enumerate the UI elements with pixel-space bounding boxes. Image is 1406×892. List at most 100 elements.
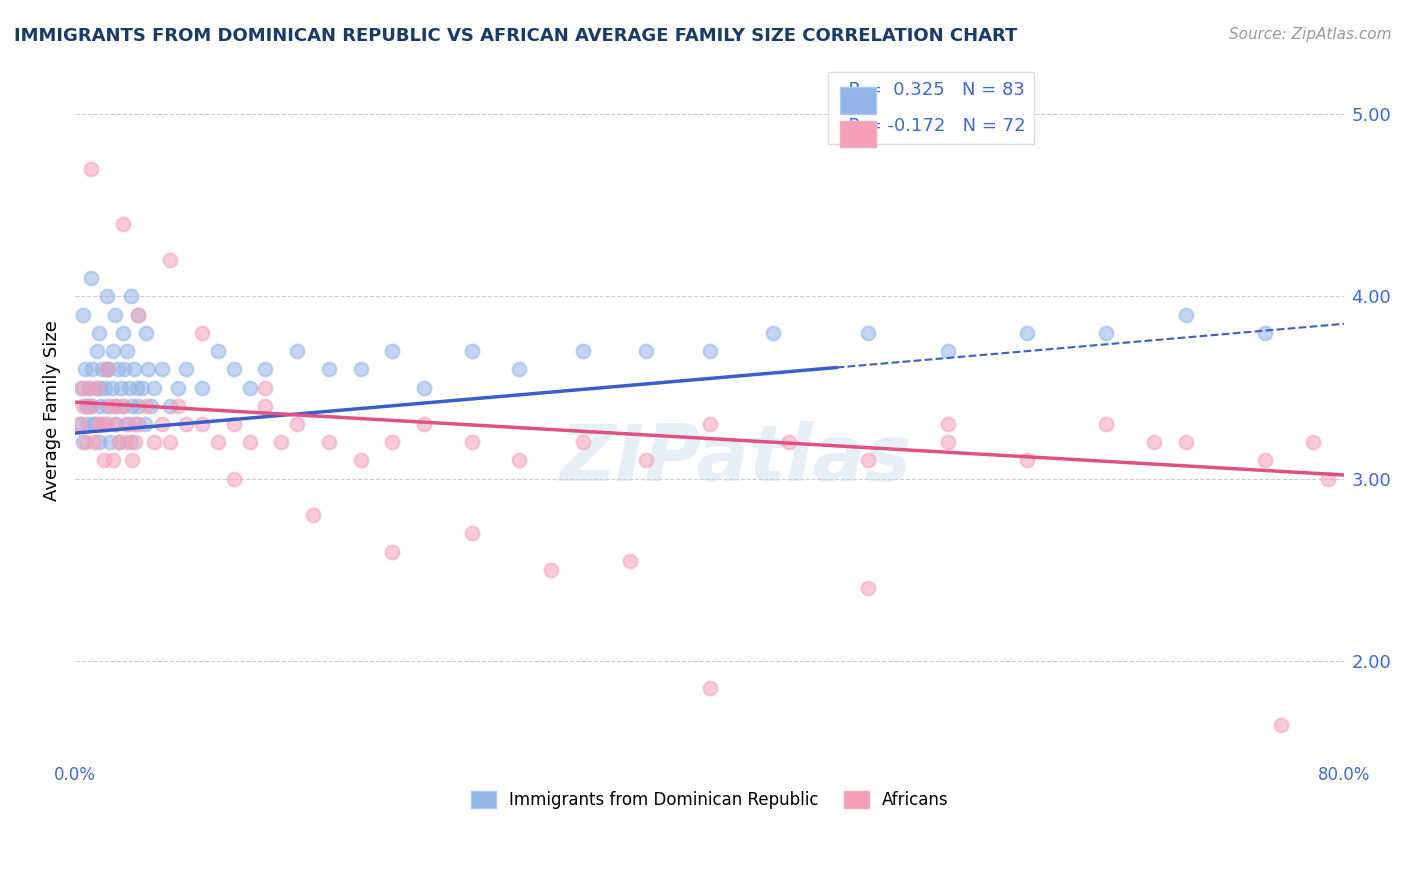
Point	[381, 344, 404, 359]
Point	[1015, 326, 1038, 340]
Point	[69, 417, 91, 431]
Point	[104, 417, 127, 431]
Point	[89, 399, 111, 413]
Point	[1174, 435, 1197, 450]
Text: R =  0.325   N = 83
  R = -0.172   N = 72: R = 0.325 N = 83 R = -0.172 N = 72	[837, 80, 1025, 135]
Point	[318, 435, 340, 450]
Point	[1302, 435, 1324, 450]
Point	[238, 380, 260, 394]
Text: ZIPatlas: ZIPatlas	[560, 421, 911, 498]
Point	[127, 399, 149, 413]
Point	[222, 362, 245, 376]
Point	[150, 362, 173, 376]
Point	[93, 417, 115, 431]
Point	[936, 417, 959, 431]
Point	[285, 344, 308, 359]
Point	[124, 417, 146, 431]
Point	[73, 362, 96, 376]
Point	[127, 417, 149, 431]
Point	[254, 380, 277, 394]
Point	[167, 399, 190, 413]
Point	[191, 326, 214, 340]
Point	[98, 435, 121, 450]
Point	[150, 417, 173, 431]
Point	[191, 417, 214, 431]
Point	[101, 344, 124, 359]
Point	[318, 362, 340, 376]
Point	[108, 435, 131, 450]
Point	[76, 417, 98, 431]
Point	[207, 435, 229, 450]
Point	[159, 253, 181, 268]
Point	[159, 435, 181, 450]
Point	[83, 417, 105, 431]
Point	[460, 526, 482, 541]
Point	[127, 308, 149, 322]
Point	[87, 417, 110, 431]
Point	[89, 380, 111, 394]
Point	[1270, 717, 1292, 731]
Point	[762, 326, 785, 340]
Point	[1254, 453, 1277, 467]
Point	[94, 380, 117, 394]
Point	[381, 435, 404, 450]
Point	[285, 417, 308, 431]
Point	[96, 399, 118, 413]
Point	[413, 380, 436, 394]
Point	[75, 399, 97, 413]
Point	[118, 380, 141, 394]
Point	[1095, 417, 1118, 431]
Point	[70, 380, 93, 394]
Point	[222, 472, 245, 486]
Point	[96, 362, 118, 376]
Point	[120, 435, 142, 450]
Point	[135, 399, 157, 413]
Point	[167, 380, 190, 394]
Point	[111, 326, 134, 340]
Point	[460, 435, 482, 450]
Point	[238, 435, 260, 450]
Point	[101, 453, 124, 467]
Point	[97, 362, 120, 376]
Point	[127, 308, 149, 322]
Point	[143, 435, 166, 450]
Point	[254, 399, 277, 413]
Point	[121, 399, 143, 413]
Point	[1317, 472, 1340, 486]
Point	[86, 380, 108, 394]
Point	[636, 453, 658, 467]
Point	[134, 417, 156, 431]
Point	[207, 344, 229, 359]
Point	[619, 554, 641, 568]
Point	[699, 417, 721, 431]
Point	[254, 362, 277, 376]
Point	[96, 362, 118, 376]
Point	[104, 399, 127, 413]
Point	[83, 417, 105, 431]
Point	[858, 581, 880, 595]
Point	[349, 362, 371, 376]
Point	[89, 417, 111, 431]
Point	[87, 326, 110, 340]
Point	[121, 453, 143, 467]
Point	[117, 344, 139, 359]
Point	[72, 435, 94, 450]
Point	[84, 380, 107, 394]
Point	[91, 362, 114, 376]
Point	[87, 435, 110, 450]
Point	[98, 399, 121, 413]
Point	[636, 344, 658, 359]
Point	[79, 380, 101, 394]
Point	[96, 417, 118, 431]
Y-axis label: Average Family Size: Average Family Size	[44, 320, 60, 500]
Point	[69, 417, 91, 431]
Text: IMMIGRANTS FROM DOMINICAN REPUBLIC VS AFRICAN AVERAGE FAMILY SIZE CORRELATION CH: IMMIGRANTS FROM DOMINICAN REPUBLIC VS AF…	[14, 27, 1018, 45]
Point	[191, 380, 214, 394]
Point	[75, 435, 97, 450]
Point	[349, 453, 371, 467]
Point	[80, 161, 103, 176]
Point	[699, 681, 721, 696]
Point	[159, 399, 181, 413]
Legend: Immigrants from Dominican Republic, Africans: Immigrants from Dominican Republic, Afri…	[464, 784, 955, 816]
Point	[107, 362, 129, 376]
